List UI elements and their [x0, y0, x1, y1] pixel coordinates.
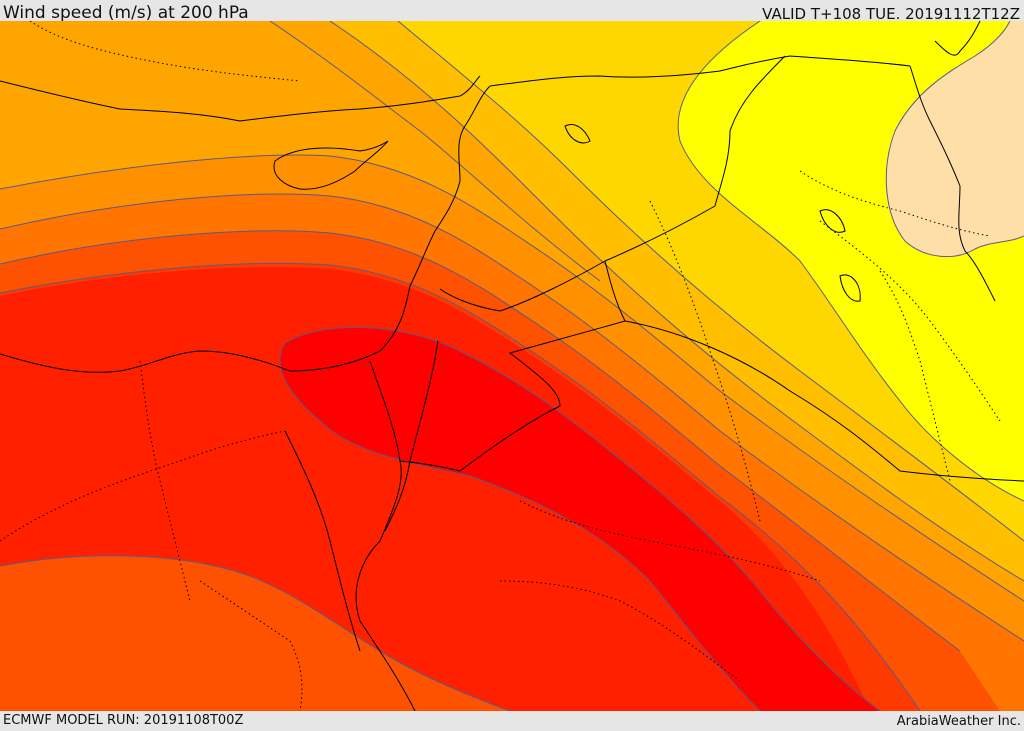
caspian-coast — [934, 21, 981, 56]
footer-bar: ECMWF MODEL RUN: 20191108T00Z ArabiaWeat… — [0, 711, 1024, 729]
band-max — [279, 327, 880, 711]
cyprus — [273, 140, 389, 190]
coastline — [0, 85, 491, 373]
border-jordan-saudi — [399, 260, 626, 472]
border-iraq-iran — [909, 65, 996, 302]
internal-boundaries — [0, 21, 1001, 711]
band-amber — [330, 21, 1024, 581]
model-run-label: ECMWF MODEL RUN: 20191108T00Z — [3, 713, 244, 728]
map-svg — [0, 21, 1024, 711]
lakes — [564, 124, 861, 302]
borders — [0, 21, 1024, 711]
border-saudi-iraq — [624, 320, 1024, 482]
band-red-orange-sw — [0, 555, 510, 711]
credit-label: ArabiaWeather Inc. — [896, 714, 1021, 729]
gulf-aqaba — [384, 340, 439, 532]
red-sea-coast — [355, 540, 416, 711]
border-north — [489, 55, 911, 87]
band-lightest — [886, 21, 1024, 257]
header-bar: Wind speed (m/s) at 200 hPa VALID T+108 … — [0, 0, 1024, 23]
map-title: Wind speed (m/s) at 200 hPa — [3, 3, 249, 23]
valid-time: VALID T+108 TUE. 20191112T12Z — [762, 5, 1020, 23]
gulf-suez — [284, 430, 361, 652]
border-syria-iraq — [439, 55, 786, 312]
turkey-coast — [0, 75, 481, 122]
border-sinai — [369, 360, 402, 542]
wind-speed-map — [0, 21, 1024, 711]
contour-lines — [0, 21, 1024, 711]
